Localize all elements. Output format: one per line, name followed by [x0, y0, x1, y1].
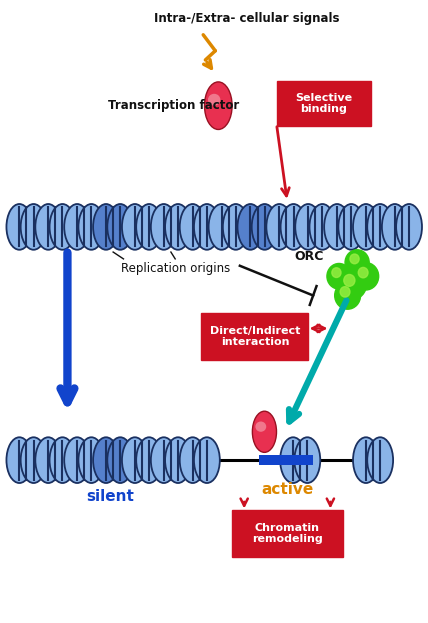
Ellipse shape — [151, 204, 177, 250]
Ellipse shape — [136, 204, 162, 250]
Ellipse shape — [295, 204, 321, 250]
Ellipse shape — [21, 437, 47, 483]
Circle shape — [344, 275, 355, 287]
Ellipse shape — [294, 437, 320, 483]
Ellipse shape — [266, 204, 292, 250]
Circle shape — [332, 268, 341, 277]
Ellipse shape — [64, 204, 90, 250]
Ellipse shape — [353, 437, 379, 483]
Text: Selective
binding: Selective binding — [295, 93, 353, 114]
Ellipse shape — [64, 437, 90, 483]
Ellipse shape — [93, 437, 119, 483]
Ellipse shape — [50, 437, 75, 483]
Ellipse shape — [165, 204, 191, 250]
Ellipse shape — [281, 204, 306, 250]
Ellipse shape — [78, 437, 104, 483]
Text: silent: silent — [86, 489, 134, 504]
Ellipse shape — [194, 204, 220, 250]
Ellipse shape — [122, 437, 148, 483]
Ellipse shape — [136, 437, 162, 483]
Ellipse shape — [107, 437, 133, 483]
Circle shape — [358, 267, 368, 278]
Ellipse shape — [253, 411, 276, 452]
Circle shape — [350, 254, 359, 264]
Ellipse shape — [194, 437, 220, 483]
Ellipse shape — [50, 204, 75, 250]
Circle shape — [327, 264, 351, 289]
Ellipse shape — [339, 204, 364, 250]
Ellipse shape — [205, 82, 232, 130]
Circle shape — [353, 262, 379, 290]
FancyBboxPatch shape — [259, 455, 313, 465]
Circle shape — [345, 250, 369, 275]
FancyBboxPatch shape — [232, 510, 343, 557]
Circle shape — [340, 287, 350, 297]
Ellipse shape — [252, 204, 278, 250]
Text: Replication origins: Replication origins — [121, 262, 230, 275]
Ellipse shape — [78, 204, 104, 250]
Ellipse shape — [382, 204, 408, 250]
Ellipse shape — [367, 437, 393, 483]
Ellipse shape — [256, 422, 266, 432]
Ellipse shape — [6, 437, 32, 483]
Ellipse shape — [107, 204, 133, 250]
Text: Chromatin
remodeling: Chromatin remodeling — [252, 523, 323, 544]
Ellipse shape — [21, 204, 47, 250]
Ellipse shape — [180, 204, 205, 250]
Ellipse shape — [208, 94, 220, 106]
Ellipse shape — [165, 437, 191, 483]
Text: Transcription factor: Transcription factor — [108, 99, 240, 112]
Ellipse shape — [309, 204, 336, 250]
FancyBboxPatch shape — [202, 313, 309, 361]
Circle shape — [337, 269, 367, 300]
Ellipse shape — [93, 204, 119, 250]
Ellipse shape — [122, 204, 148, 250]
Ellipse shape — [324, 204, 350, 250]
Text: ORC: ORC — [294, 250, 324, 263]
Circle shape — [335, 282, 360, 309]
Ellipse shape — [367, 204, 393, 250]
Ellipse shape — [208, 204, 235, 250]
Ellipse shape — [36, 204, 61, 250]
Ellipse shape — [280, 437, 306, 483]
Ellipse shape — [180, 437, 205, 483]
Text: Intra-/Extra- cellular signals: Intra-/Extra- cellular signals — [154, 12, 339, 26]
Text: Direct/Indirect
interaction: Direct/Indirect interaction — [210, 326, 300, 348]
Ellipse shape — [151, 437, 177, 483]
Ellipse shape — [353, 204, 379, 250]
Ellipse shape — [238, 204, 263, 250]
FancyBboxPatch shape — [277, 81, 371, 126]
Text: active: active — [261, 482, 313, 497]
Ellipse shape — [223, 204, 249, 250]
Ellipse shape — [36, 437, 61, 483]
Ellipse shape — [6, 204, 32, 250]
Ellipse shape — [396, 204, 422, 250]
